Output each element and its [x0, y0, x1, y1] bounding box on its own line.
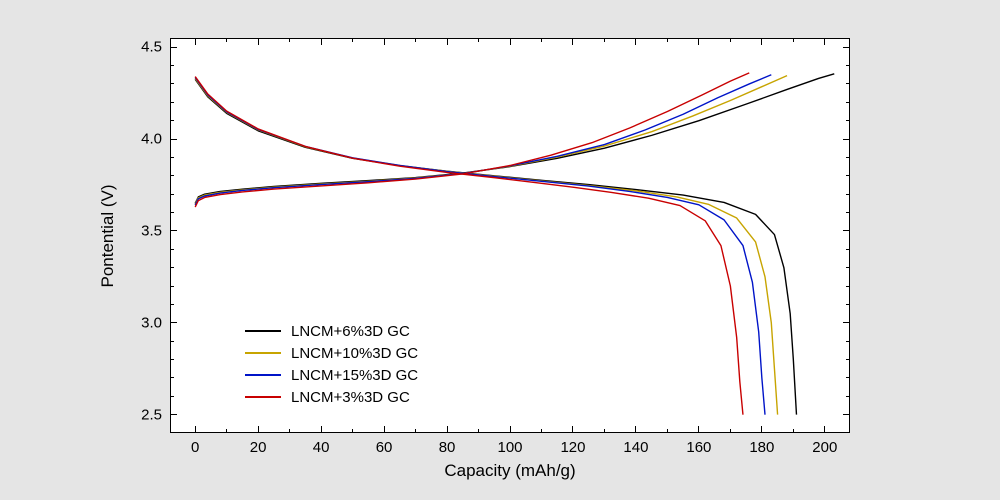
legend-item: LNCM+15%3D GC — [245, 364, 418, 386]
x-tick-label: 60 — [376, 439, 393, 456]
legend-swatch — [245, 330, 281, 332]
legend-label: LNCM+10%3D GC — [291, 345, 418, 362]
legend: LNCM+6%3D GC LNCM+10%3D GC LNCM+15%3D GC LN… — [245, 320, 418, 408]
legend-label: LNCM+6%3D GC — [291, 323, 410, 340]
x-tick-label: 160 — [686, 439, 711, 456]
x-axis-title: Capacity (mAh/g) — [444, 461, 575, 481]
legend-item: LNCM+6%3D GC — [245, 320, 418, 342]
x-tick-label: 20 — [250, 439, 267, 456]
legend-item: LNCM+10%3D GC — [245, 342, 418, 364]
y-tick-label: 3.5 — [130, 222, 162, 239]
legend-swatch — [245, 396, 281, 398]
x-tick-label: 120 — [560, 439, 585, 456]
page-root: 0 20 40 60 80 100 120 140 160 180 200 2.5 3.0 3.5 4.0 4… — [0, 0, 1000, 500]
y-tick-label: 4.5 — [130, 39, 162, 56]
x-tick-label: 200 — [812, 439, 837, 456]
legend-item: LNCM+3%3D GC — [245, 386, 418, 408]
legend-swatch — [245, 374, 281, 376]
x-tick-label: 180 — [749, 439, 774, 456]
legend-swatch — [245, 352, 281, 354]
x-tick-label: 0 — [191, 439, 199, 456]
y-axis-title: Pontential (V) — [98, 184, 118, 287]
legend-label: LNCM+15%3D GC — [291, 367, 418, 384]
x-tick-label: 140 — [623, 439, 648, 456]
y-tick-label: 4.0 — [130, 131, 162, 148]
x-tick-label: 80 — [439, 439, 456, 456]
x-tick-label: 40 — [313, 439, 330, 456]
legend-label: LNCM+3%3D GC — [291, 389, 410, 406]
y-tick-label: 3.0 — [130, 314, 162, 331]
x-tick-label: 100 — [497, 439, 522, 456]
y-tick-label: 2.5 — [130, 406, 162, 423]
